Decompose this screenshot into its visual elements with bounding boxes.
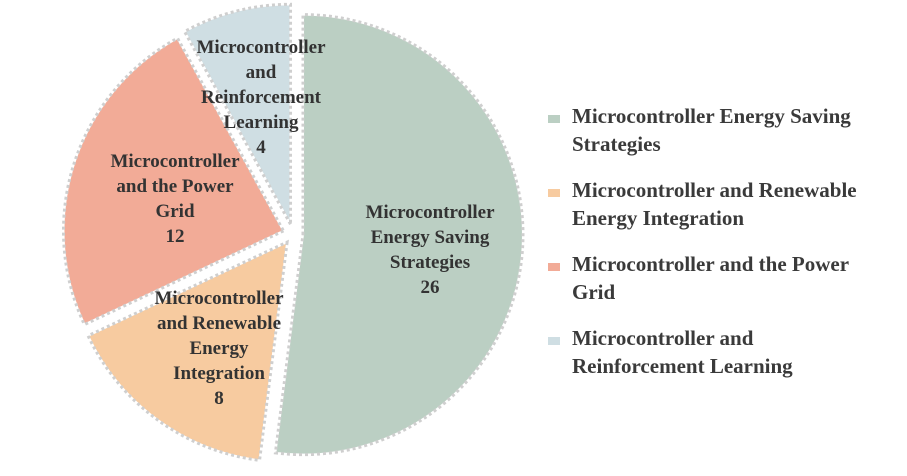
slice-label-line: and Renewable [157, 313, 281, 334]
legend-marker-1 [548, 115, 560, 123]
legend-label-2: Microcontroller and Renewable Energy Inte… [572, 178, 857, 230]
legend-marker-2 [548, 189, 560, 197]
slice-labels: Microcontroller Energy Saving Strategies 26… [110, 37, 495, 409]
pie-slice-border-2 [86, 239, 289, 463]
slice-label-line: and [246, 62, 277, 83]
legend-label-line: Reinforcement Learning [572, 354, 793, 378]
legend-marker-3 [548, 263, 560, 271]
slice-label-line: Energy Saving [371, 227, 490, 248]
legend-label-line: Strategies [572, 132, 661, 156]
pie-slices [61, 2, 525, 463]
slice-label-line: Microcontroller [196, 37, 326, 58]
slice-label-line: Integration [173, 363, 265, 384]
legend-label-line: Microcontroller and [572, 326, 754, 350]
legend-label-1: Microcontroller Energy Saving Strategies [572, 104, 851, 156]
legend-label-line: Energy Integration [572, 206, 744, 230]
slice-label-line: Microcontroller [154, 288, 284, 309]
legend-label-4: Microcontroller and Reinforcement Learnin… [572, 326, 793, 378]
slice-label-line: Strategies [390, 252, 470, 273]
legend: Microcontroller Energy Saving StrategiesM… [548, 104, 857, 378]
slice-label-line: 8 [214, 388, 224, 409]
legend-label-line: Microcontroller Energy Saving [572, 104, 851, 128]
slice-label-line: Grid [155, 201, 194, 222]
slice-label-line: 12 [166, 226, 185, 247]
slice-label-line: Microcontroller [110, 151, 240, 172]
legend-label-line: Microcontroller and the Power [572, 252, 849, 276]
slice-label-line: and the Power [116, 176, 234, 197]
slice-label-line: Learning [224, 112, 299, 133]
slice-label-4: Microcontroller and Reinforcement Learning 4 [196, 37, 326, 158]
legend-label-3: Microcontroller and the Power Grid [572, 252, 849, 304]
pie-slice-border-1 [273, 13, 525, 457]
slice-label-line: 26 [421, 277, 440, 298]
legend-label-line: Grid [572, 280, 615, 304]
slice-label-line: Microcontroller [365, 202, 495, 223]
slice-label-line: 4 [256, 137, 266, 158]
pie-slice-border-3 [61, 36, 286, 327]
slice-label-1: Microcontroller Energy Saving Strategies 26 [365, 202, 495, 298]
slice-label-2: Microcontroller and Renewable Energy Integr… [154, 288, 284, 409]
pie-slice-border-4 [182, 2, 293, 226]
slice-label-line: Energy [189, 338, 249, 359]
slice-label-line: Reinforcement [201, 87, 322, 108]
legend-marker-4 [548, 337, 560, 345]
legend-label-line: Microcontroller and Renewable [572, 178, 857, 202]
slice-label-3: Microcontroller and the Power Grid 12 [110, 151, 240, 247]
